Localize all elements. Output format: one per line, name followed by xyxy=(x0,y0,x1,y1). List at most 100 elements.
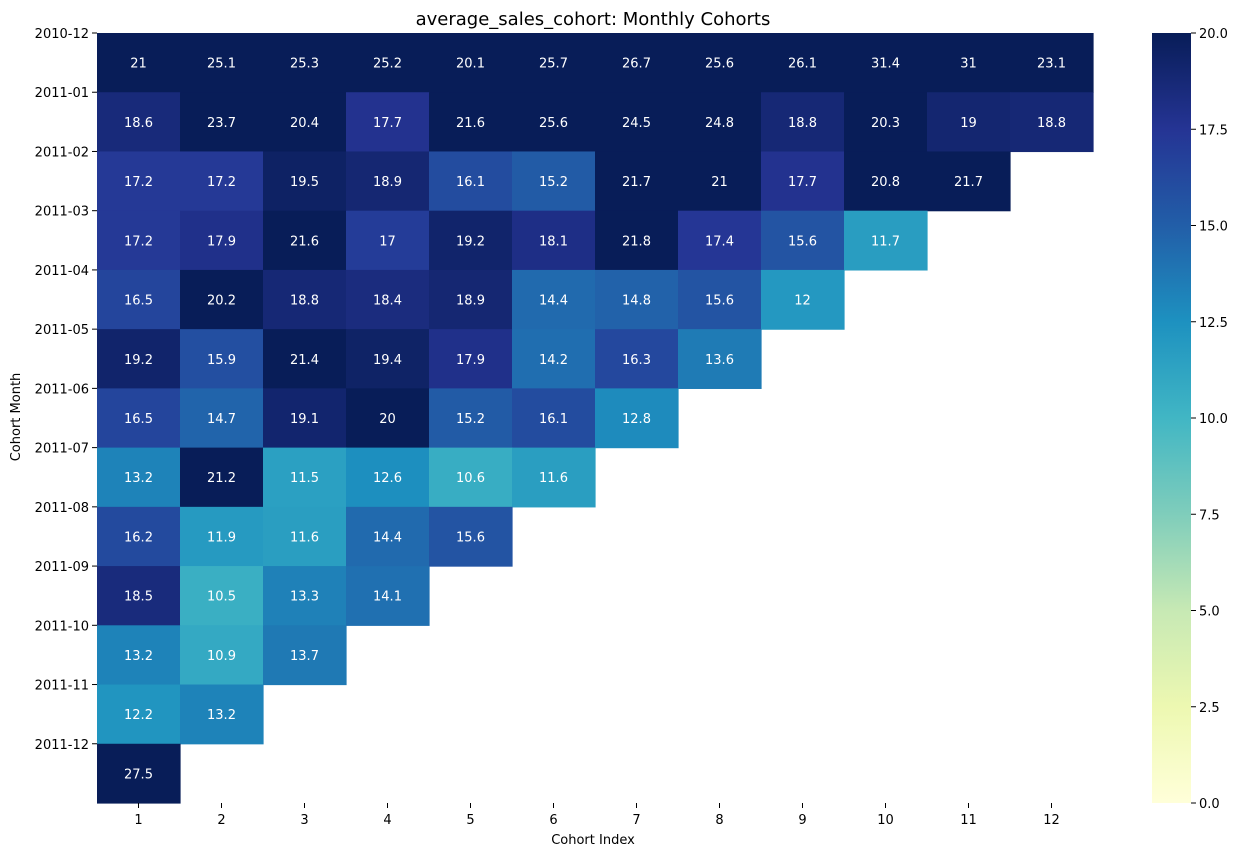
cell-value-label: 14.4 xyxy=(539,294,568,309)
heatmap-cell xyxy=(263,329,347,389)
heatmap-cell xyxy=(595,329,679,389)
heatmap-cell xyxy=(263,210,347,271)
heatmap-cell xyxy=(595,92,679,153)
heatmap-cell xyxy=(180,566,264,626)
cell-value-label: 17.2 xyxy=(124,234,153,249)
heatmap-cell xyxy=(512,388,596,449)
cell-value-label: 16.1 xyxy=(539,412,568,427)
cell-value-label: 15.9 xyxy=(207,353,236,368)
heatmap-cell xyxy=(97,566,181,626)
colorbar-ticks: 0.0 2.5 5.0 7.5 10.0 12.5 15.0 17.5 20.0 xyxy=(1191,27,1228,812)
cell-value-label: 11.5 xyxy=(290,471,319,486)
heatmap-cell xyxy=(844,210,928,271)
cell-value-label: 17.9 xyxy=(207,234,236,249)
cell-value-label: 25.7 xyxy=(539,57,568,72)
cell-value-label: 25.3 xyxy=(290,57,319,72)
cell-value-label: 18.8 xyxy=(1037,116,1066,131)
x-tick-label: 7 xyxy=(632,813,640,828)
cell-value-label: 18.9 xyxy=(456,294,485,309)
heatmap-cell xyxy=(97,210,181,271)
cell-value-label: 20.3 xyxy=(871,116,900,131)
heatmap-cell xyxy=(678,92,762,153)
cell-value-label: 26.1 xyxy=(788,57,817,72)
y-tick-label: 2011-06 xyxy=(35,382,89,397)
colorbar-tick-label: 12.5 xyxy=(1199,316,1228,331)
heatmap-cell xyxy=(429,33,513,93)
heatmap-cell xyxy=(346,447,430,508)
cell-value-label: 20.4 xyxy=(290,116,319,131)
heatmap-cell xyxy=(429,210,513,271)
cell-value-label: 26.7 xyxy=(622,57,651,72)
cell-value-label: 17.4 xyxy=(705,234,734,249)
heatmap-cell xyxy=(97,625,181,686)
cell-value-label: 14.2 xyxy=(539,353,568,368)
heatmap-cell xyxy=(346,329,430,389)
heatmap-cell xyxy=(512,210,596,271)
y-tick-label: 2011-10 xyxy=(35,619,89,634)
heatmap-cell xyxy=(761,92,845,153)
cell-value-label: 21 xyxy=(711,175,728,190)
heatmap-cell xyxy=(761,210,845,271)
heatmap-cell xyxy=(512,33,596,93)
heatmap-cell xyxy=(180,151,264,212)
cell-value-label: 14.8 xyxy=(622,294,651,309)
chart-title: average_sales_cohort: Monthly Cohorts xyxy=(416,9,771,30)
heatmap-cell xyxy=(1010,92,1094,153)
x-tick-label: 10 xyxy=(877,813,894,828)
cell-value-label: 25.6 xyxy=(705,57,734,72)
heatmap-cell xyxy=(429,151,513,212)
y-axis-label: Cohort Month xyxy=(9,373,24,462)
heatmap-cell xyxy=(97,684,181,745)
heatmap-cell xyxy=(263,447,347,508)
heatmap-cell xyxy=(346,210,430,271)
y-tick-label: 2011-11 xyxy=(35,679,89,694)
heatmap-cell xyxy=(263,92,347,153)
cell-value-label: 21.6 xyxy=(456,116,485,131)
cell-value-label: 15.6 xyxy=(788,234,817,249)
heatmap-cell xyxy=(263,151,347,212)
cell-value-label: 11.6 xyxy=(539,471,568,486)
y-tick-label: 2011-01 xyxy=(35,86,89,101)
cell-value-label: 13.2 xyxy=(124,471,153,486)
cell-value-label: 12.6 xyxy=(373,471,402,486)
heatmap-cell xyxy=(927,33,1011,93)
cell-value-label: 18.1 xyxy=(539,234,568,249)
y-tick-label: 2011-07 xyxy=(35,442,89,457)
heatmap-cell xyxy=(844,151,928,212)
heatmap-cell xyxy=(346,269,430,330)
heatmap-cell xyxy=(97,329,181,389)
cell-value-label: 16.2 xyxy=(124,530,153,545)
heatmap-cell xyxy=(595,33,679,93)
cell-value-label: 11.9 xyxy=(207,530,236,545)
x-tick-label: 1 xyxy=(134,813,142,828)
y-tick-label: 2011-02 xyxy=(35,145,89,160)
heatmap-cell xyxy=(180,92,264,153)
heatmap-cell xyxy=(263,388,347,449)
heatmap-cell xyxy=(263,33,347,93)
cell-value-label: 17.7 xyxy=(373,116,402,131)
heatmap-cell xyxy=(97,447,181,508)
cell-value-label: 20.2 xyxy=(207,294,236,309)
cell-value-label: 10.5 xyxy=(207,590,236,605)
cell-value-label: 15.6 xyxy=(456,530,485,545)
x-tick-label: 5 xyxy=(466,813,474,828)
heatmap-cell xyxy=(180,269,264,330)
cell-value-label: 20.1 xyxy=(456,57,485,72)
y-tick-label: 2011-08 xyxy=(35,501,89,516)
x-tick-label: 6 xyxy=(549,813,557,828)
heatmap-cell xyxy=(180,506,264,567)
cell-value-label: 16.5 xyxy=(124,294,153,309)
colorbar-tick-label: 0.0 xyxy=(1199,797,1220,812)
cell-value-label: 21.7 xyxy=(622,175,651,190)
cell-value-label: 31 xyxy=(960,57,977,72)
cell-value-label: 15.2 xyxy=(539,175,568,190)
x-axis-ticks: 1 2 3 4 5 6 7 8 9 10 11 12 xyxy=(134,802,1060,828)
heatmap-cell xyxy=(346,506,430,567)
cell-value-label: 21.6 xyxy=(290,234,319,249)
cell-value-label: 31.4 xyxy=(871,57,900,72)
cell-value-label: 19 xyxy=(960,116,977,131)
x-tick-label: 9 xyxy=(798,813,806,828)
cell-value-label: 21.8 xyxy=(622,234,651,249)
cell-value-label: 17.2 xyxy=(124,175,153,190)
